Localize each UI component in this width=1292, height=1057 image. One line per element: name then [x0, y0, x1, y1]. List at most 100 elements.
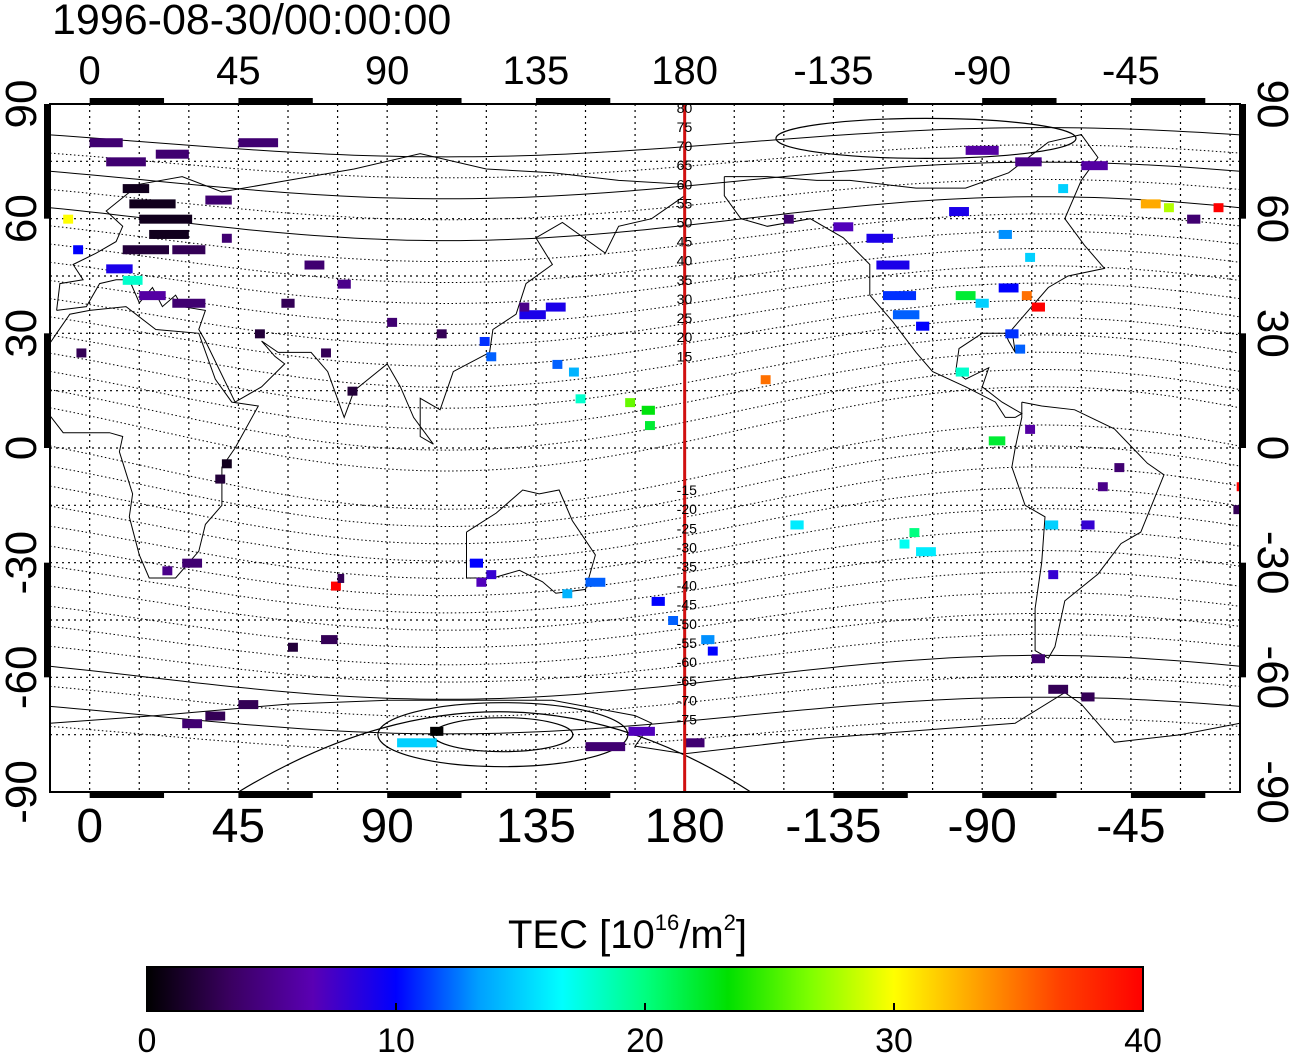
- top-tick-label: -45: [1102, 49, 1160, 93]
- dateline-label: -35: [677, 558, 697, 574]
- tec-cell: [330, 581, 341, 591]
- coastline-5: [1011, 401, 1165, 659]
- tec-cell: [337, 279, 351, 289]
- tec-cell: [321, 348, 331, 358]
- tec-cell: [1031, 302, 1045, 312]
- tec-cell: [1025, 424, 1036, 434]
- tec-cell: [1081, 161, 1108, 171]
- tec-cell: [1015, 344, 1026, 354]
- left-tick-label: 0: [0, 436, 46, 460]
- map-layer: 80 75 70 65 60 55 50 45 40 35 30 25 20 15 -15 -20 -25 -30…: [50, 100, 1240, 792]
- tec-cell: [545, 302, 566, 312]
- tec-cell: [707, 646, 718, 656]
- bottom-tick-label: -90: [947, 800, 1016, 853]
- tec-cell: [833, 222, 854, 232]
- tec-cell: [1081, 520, 1095, 530]
- magnetic-contour: [50, 127, 1240, 158]
- tec-cell: [238, 700, 259, 710]
- tec-cell: [955, 367, 969, 377]
- magnetic-contour: [50, 196, 1240, 242]
- magnetic-contour: [50, 571, 1240, 631]
- tec-cell: [1140, 199, 1161, 209]
- frame-bar-bottom: [833, 792, 908, 798]
- colorbar-tick-label: 40: [1124, 1022, 1162, 1057]
- top-tick-label: -90: [953, 49, 1011, 93]
- magnetic-contour: [50, 265, 1240, 325]
- tec-cell: [552, 359, 563, 369]
- tec-cell: [129, 199, 176, 209]
- frame-bar-top: [982, 98, 1057, 104]
- dateline-label: 80: [677, 100, 693, 116]
- magnetic-contour: [50, 282, 1240, 346]
- tec-cell: [909, 528, 920, 538]
- tec-cell: [139, 291, 166, 301]
- magnetic-contour: [50, 717, 1240, 752]
- tec-cell: [876, 260, 910, 270]
- graticule: [50, 104, 1240, 792]
- colorbar-ticks: 0 10 20 30 40: [138, 1003, 1162, 1057]
- tec-cell: [1005, 329, 1019, 339]
- right-tick-label: -90: [1248, 760, 1292, 824]
- tec-cell: [221, 459, 232, 469]
- right-tick-label: 0: [1248, 436, 1292, 460]
- tec-cell: [63, 214, 74, 224]
- colorbar-title-sup2: 2: [724, 910, 736, 935]
- tec-cell: [254, 329, 265, 339]
- left-tick-label: -60: [0, 646, 46, 710]
- tec-cell: [106, 264, 133, 274]
- magnetic-contour: [50, 633, 1240, 683]
- right-tick-label: 90: [1248, 80, 1292, 129]
- tec-cell: [205, 711, 226, 721]
- tec-cell: [568, 367, 579, 377]
- tec-cell: [1097, 482, 1108, 492]
- frame-bar-top: [387, 98, 462, 104]
- magnetic-contour: [50, 675, 1240, 718]
- dateline-label: -40: [677, 578, 697, 594]
- tec-cell: [149, 229, 189, 239]
- magnetic-contour: [50, 161, 1240, 200]
- magnetic-contour: [50, 213, 1240, 263]
- dateline-label: 50: [677, 214, 693, 230]
- magnetic-contour: [50, 613, 1240, 666]
- colorbar-tick-label: 10: [377, 1022, 415, 1057]
- tec-cell: [486, 352, 497, 362]
- dateline-label: -50: [677, 616, 697, 632]
- frame-tick-bars: [44, 98, 1246, 798]
- tec-cell: [1048, 570, 1059, 580]
- top-tick-label: 135: [503, 49, 570, 93]
- tec-cell: [1213, 203, 1224, 213]
- tec-cell: [1081, 692, 1095, 702]
- dateline-label: 45: [677, 234, 693, 250]
- frame-bar-right: [1240, 104, 1246, 219]
- tec-cell: [1044, 520, 1059, 530]
- frame-bar-left: [44, 562, 50, 678]
- tec-cell: [1048, 684, 1069, 694]
- tec-cell: [221, 233, 232, 243]
- tec-cell: [205, 195, 232, 205]
- dateline-latitude-labels: 80 75 70 65 60 55 50 45 40 35 30 25 20 15 -15 -20 -25 -30…: [677, 100, 697, 727]
- frame-bar-bottom: [1130, 792, 1206, 798]
- left-tick-label: 30: [0, 309, 46, 358]
- right-tick-label: -30: [1248, 531, 1292, 595]
- top-tick-label: 90: [365, 49, 410, 93]
- tec-cell: [628, 726, 655, 736]
- tec-cell: [899, 539, 910, 549]
- bottom-tick-label: -135: [785, 800, 881, 853]
- bottom-tick-label: 0: [76, 800, 103, 853]
- colorbar-title-sup1: 16: [655, 910, 679, 935]
- right-tick-label: -60: [1248, 646, 1292, 710]
- top-longitude-ticks: 0 45 90 135 180 -135 -90 -45: [79, 49, 1160, 93]
- frame-bar-left: [44, 333, 50, 448]
- tec-cell: [1233, 505, 1240, 515]
- tec-cell: [760, 375, 771, 385]
- magnetic-contour: [50, 178, 1240, 221]
- tec-cell: [651, 596, 665, 606]
- tec-cell: [684, 738, 705, 748]
- colorbar-title-mid: /m: [679, 913, 723, 957]
- tec-cell: [1163, 203, 1174, 213]
- dateline-label: 25: [677, 310, 693, 326]
- tec-cell: [89, 138, 123, 148]
- tec-cell: [486, 570, 497, 580]
- tec-cell: [1236, 482, 1240, 492]
- left-tick-label: -90: [0, 760, 46, 824]
